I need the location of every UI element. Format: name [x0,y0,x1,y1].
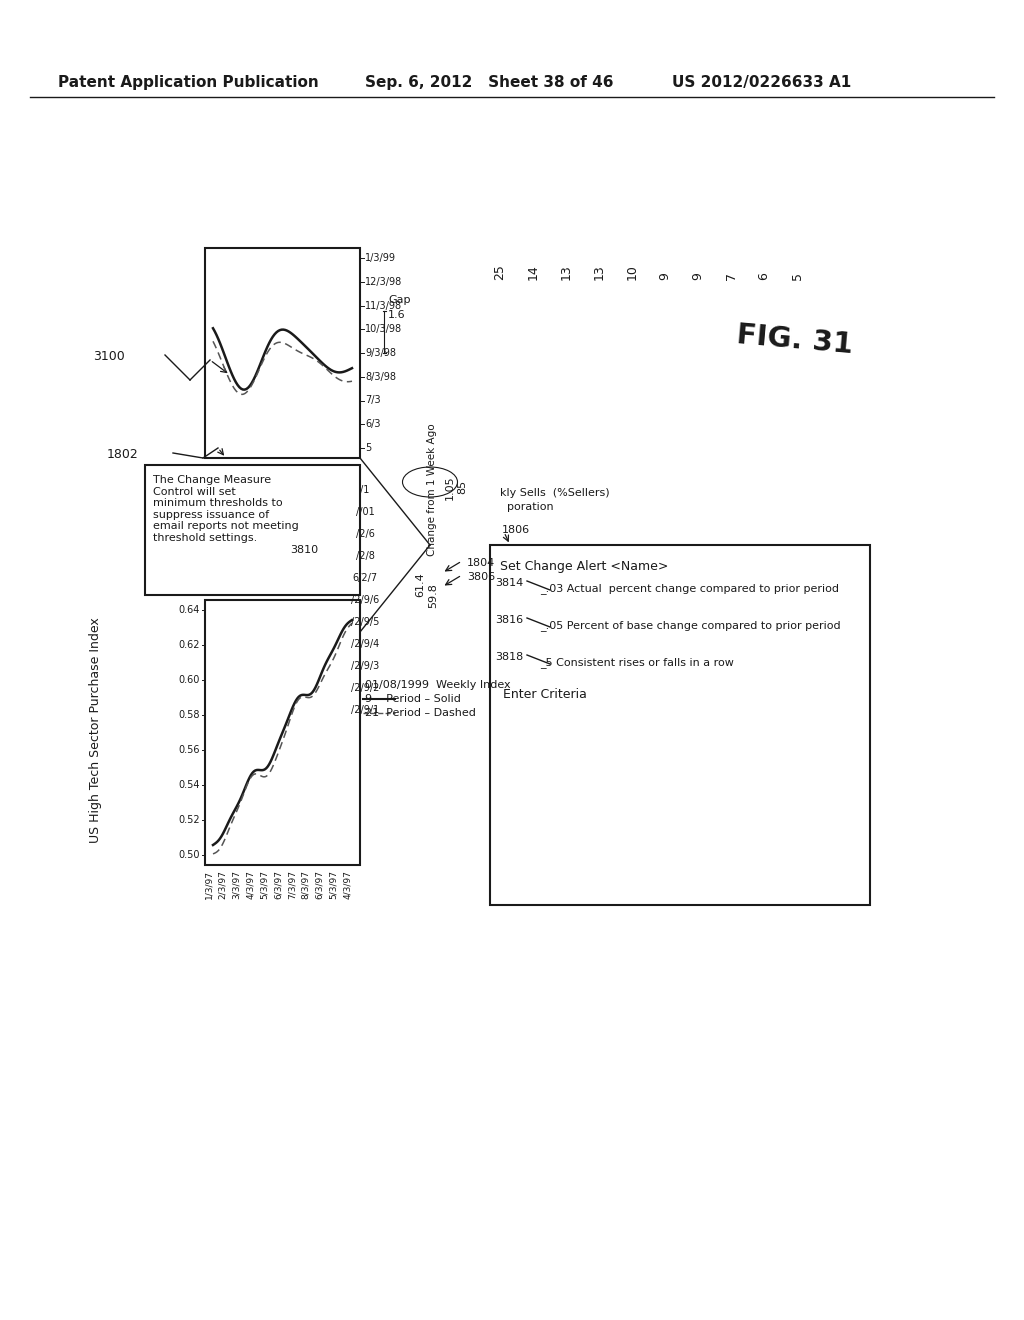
Bar [205,248,360,458]
Text: _.03 Actual  percent change compared to prior period: _.03 Actual percent change compared to p… [540,583,839,594]
Text: 3/3/97: 3/3/97 [231,870,241,899]
Text: 10: 10 [626,264,639,280]
Text: //01: //01 [355,507,375,517]
Text: 25: 25 [494,264,507,280]
Text: 1.05: 1.05 [445,475,455,500]
Text: 0.52: 0.52 [178,814,200,825]
Bar [145,465,360,595]
Text: 3818: 3818 [495,652,523,663]
Text: 0.54: 0.54 [178,780,200,789]
Text: 14: 14 [526,264,540,280]
Text: _.05 Percent of base change compared to prior period: _.05 Percent of base change compared to … [540,620,841,631]
Text: US 2012/0226633 A1: US 2012/0226633 A1 [672,75,851,90]
Text: 7/3: 7/3 [365,396,381,405]
Text: 1806: 1806 [502,525,530,535]
Text: 9    Period – Solid: 9 Period – Solid [365,694,461,704]
Text: 59.8: 59.8 [428,583,438,609]
Text: 9: 9 [658,272,672,280]
Text: 4/3/97: 4/3/97 [343,870,352,899]
Text: Set Change Alert <Name>: Set Change Alert <Name> [500,560,669,573]
Text: 5/3/97: 5/3/97 [260,870,268,899]
Text: 7/3/97: 7/3/97 [288,870,296,899]
Text: 10/3/98: 10/3/98 [365,325,402,334]
Text: 21  Period – Dashed: 21 Period – Dashed [365,708,476,718]
Text: 8/3/98: 8/3/98 [365,372,396,381]
Text: 01/08/1999  Weekly Index: 01/08/1999 Weekly Index [365,680,511,690]
Text: _5 Consistent rises or falls in a row: _5 Consistent rises or falls in a row [540,657,734,668]
Text: /2/9/5: /2/9/5 [351,616,379,627]
Text: 6/3/97: 6/3/97 [315,870,325,899]
Text: 11/3/98: 11/3/98 [365,301,402,310]
Text: /1: /1 [360,484,370,495]
Text: 0.56: 0.56 [178,744,200,755]
Text: 85: 85 [457,480,467,494]
Text: 5: 5 [791,272,804,280]
Text: 1/3/97: 1/3/97 [204,870,213,899]
Text: Enter Criteria: Enter Criteria [503,688,587,701]
Bar [490,545,870,906]
Text: 3814: 3814 [495,578,523,587]
Text: 9/3/98: 9/3/98 [365,348,396,358]
Text: /2/9/1: /2/9/1 [351,705,379,715]
Text: 6: 6 [758,272,770,280]
Text: 8/3/97: 8/3/97 [301,870,310,899]
Text: 0.60: 0.60 [178,675,200,685]
Text: 3806: 3806 [467,572,496,582]
Text: 13: 13 [593,264,605,280]
Text: /2/9/6: /2/9/6 [351,595,379,605]
Text: 5: 5 [365,444,372,453]
Text: 9: 9 [691,272,705,280]
Text: 1802: 1802 [106,447,138,461]
Text: Sep. 6, 2012   Sheet 38 of 46: Sep. 6, 2012 Sheet 38 of 46 [365,75,613,90]
Text: 6/3: 6/3 [365,420,381,429]
Text: FIG. 31: FIG. 31 [735,321,854,359]
Text: 3816: 3816 [495,615,523,624]
Text: 3810: 3810 [290,545,318,554]
Text: /2/9/2: /2/9/2 [351,682,379,693]
Text: /2/9/3: /2/9/3 [351,661,379,671]
Text: 2/3/97: 2/3/97 [218,870,227,899]
Text: 1804: 1804 [467,558,496,568]
Text: 7: 7 [725,272,737,280]
Text: 4/3/97: 4/3/97 [246,870,255,899]
Text: /2/6: /2/6 [355,529,375,539]
Text: 3100: 3100 [93,350,125,363]
Text: poration: poration [500,502,554,512]
Text: The Change Measure
Control will set
minimum thresholds to
suppress issuance of
e: The Change Measure Control will set mini… [153,475,299,543]
Text: 12/3/98: 12/3/98 [365,277,402,286]
Text: Change from 1 Week Ago: Change from 1 Week Ago [427,424,437,556]
Text: 6/3/97: 6/3/97 [273,870,283,899]
Text: 0.64: 0.64 [178,605,200,615]
Bar [205,601,360,865]
Text: 0.62: 0.62 [178,640,200,649]
Text: 13: 13 [559,264,572,280]
Text: /2/9/4: /2/9/4 [351,639,379,649]
Text: Patent Application Publication: Patent Application Publication [58,75,318,90]
Text: US High Tech Sector Purchase Index: US High Tech Sector Purchase Index [88,618,101,843]
Text: 0.50: 0.50 [178,850,200,861]
Text: 1/3/99: 1/3/99 [365,253,396,263]
Text: Gap: Gap [388,294,411,305]
Text: 1.6: 1.6 [388,310,406,319]
Text: 6/2/7: 6/2/7 [352,573,378,583]
Text: /2/8: /2/8 [355,550,375,561]
Text: 5/3/97: 5/3/97 [329,870,338,899]
Text: kly Sells  (%Sellers): kly Sells (%Sellers) [500,488,609,498]
Text: 61.4: 61.4 [415,572,425,597]
Text: 0.58: 0.58 [178,710,200,719]
